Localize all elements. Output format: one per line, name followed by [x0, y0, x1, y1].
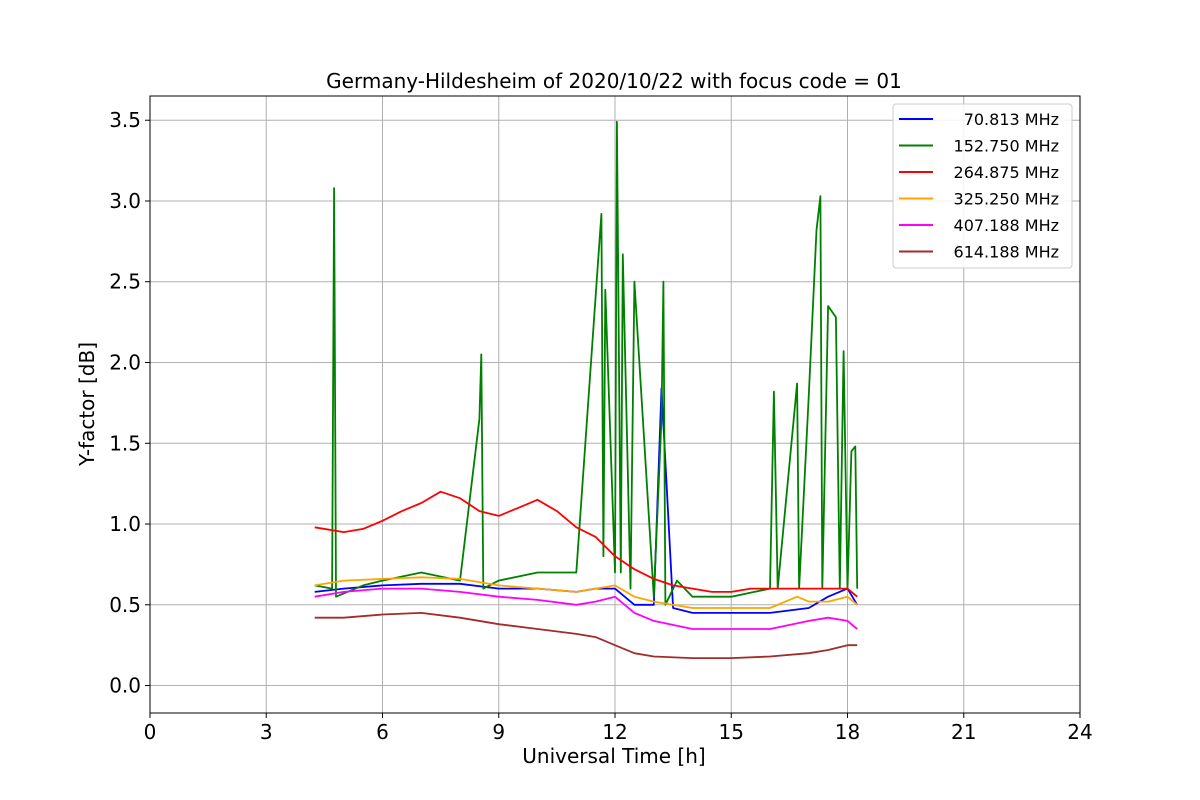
legend-label: 264.875 MHz [954, 163, 1059, 182]
x-tick-label: 9 [492, 720, 505, 744]
x-tick-label: 21 [951, 720, 976, 744]
legend-label: 614.188 MHz [954, 243, 1059, 262]
x-tick-label: 12 [602, 720, 627, 744]
series-line-4 [314, 576, 858, 609]
series-line-5 [314, 587, 858, 630]
y-axis: 0.0 0.5 1.0 1.5 2.0 2.5 3.0 3.5 [109, 108, 150, 698]
y-axis-label: Y-factor [dB] [75, 342, 99, 467]
series-line-3 [314, 490, 858, 598]
x-tick-label: 3 [260, 720, 273, 744]
x-tick-label: 24 [1067, 720, 1092, 744]
chart-title: Germany-Hildesheim of 2020/10/22 with fo… [326, 69, 902, 93]
y-tick-label: 1.5 [109, 431, 141, 455]
legend: 70.813 MHz 152.750 MHz 264.875 MHz 325.250 … [892, 103, 1073, 269]
legend-box [892, 103, 1073, 269]
y-tick-label: 0.0 [109, 674, 141, 698]
y-tick-label: 1.0 [109, 512, 141, 536]
y-tick-label: 3.5 [109, 108, 141, 132]
x-axis-label: Universal Time [h] [522, 744, 705, 768]
x-tick-label: 6 [376, 720, 389, 744]
y-tick-label: 3.0 [109, 189, 141, 213]
legend-label: 407.188 MHz [954, 216, 1059, 235]
series-line-6 [314, 612, 858, 659]
x-tick-label: 15 [719, 720, 744, 744]
x-tick-label: 18 [835, 720, 860, 744]
x-tick-label: 0 [144, 720, 157, 744]
series-line-1 [314, 387, 858, 614]
legend-label: 70.813 MHz [964, 110, 1059, 129]
y-tick-label: 0.5 [109, 593, 141, 617]
series-group [314, 120, 859, 659]
legend-label: 325.250 MHz [954, 190, 1059, 209]
y-tick-label: 2.0 [109, 351, 141, 375]
legend-label: 152.750 MHz [954, 137, 1059, 156]
y-tick-label: 2.5 [109, 270, 141, 294]
series-line-2 [314, 120, 859, 606]
x-axis: 0 3 6 9 12 15 18 21 24 [144, 713, 1093, 744]
